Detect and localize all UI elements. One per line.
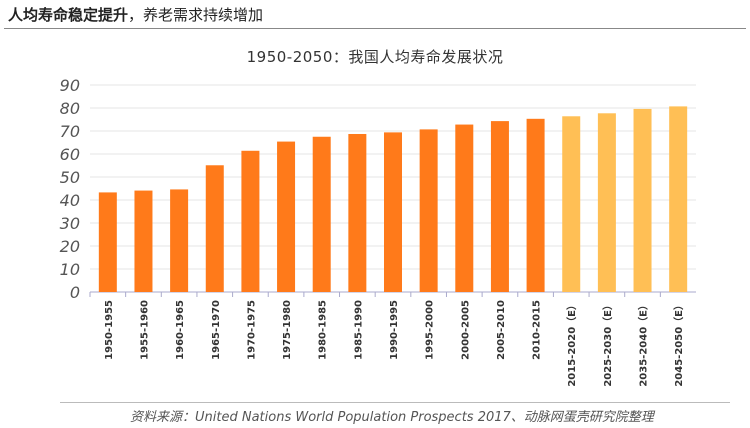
x-tick-label: 1990-1995 xyxy=(389,300,400,360)
y-tick-label: 30 xyxy=(60,214,80,233)
source-note: 资料来源：United Nations World Population Pro… xyxy=(130,410,654,425)
y-tick-label: 10 xyxy=(60,260,80,279)
header-divider xyxy=(4,28,746,29)
bar xyxy=(241,150,260,292)
bar xyxy=(134,190,153,292)
bar xyxy=(205,165,224,292)
x-tick-label: 2000-2005 xyxy=(460,300,471,360)
bar xyxy=(597,113,616,292)
y-tick-label: 90 xyxy=(60,76,80,95)
x-tick-label: 1980-1985 xyxy=(318,300,329,360)
bar xyxy=(526,118,545,292)
x-tick-label: 1995-2000 xyxy=(425,300,436,360)
bar xyxy=(490,121,509,292)
x-tick-label: 1960-1965 xyxy=(175,300,186,360)
bar xyxy=(633,108,652,292)
x-tick-label: 2035-2040（E） xyxy=(637,300,650,387)
bar xyxy=(277,141,296,292)
bar xyxy=(419,129,438,292)
x-tick-label: 2005-2010 xyxy=(496,300,507,360)
bar xyxy=(669,106,688,292)
bar xyxy=(98,192,117,292)
x-tick-label: 2010-2015 xyxy=(532,300,543,360)
y-tick-label: 70 xyxy=(60,122,80,141)
x-tick-label: 1965-1970 xyxy=(211,300,222,360)
bar xyxy=(348,133,367,292)
x-tick-label: 2045-2050（E） xyxy=(672,300,685,387)
y-tick-label: 40 xyxy=(60,191,80,210)
bar-chart: 0 10 20 30 40 50 60 70 80 90 1950-1955 1955-1960 196… xyxy=(60,76,696,387)
x-tick-label: 1975-1980 xyxy=(282,300,293,360)
y-tick-label: 80 xyxy=(60,99,80,118)
header-title-rest: ，养老需求持续增加 xyxy=(128,6,264,24)
bar xyxy=(312,136,331,292)
x-tick-label: 1970-1975 xyxy=(246,300,257,360)
y-tick-label: 50 xyxy=(60,168,80,187)
bar xyxy=(562,116,581,292)
header-title-bold: 人均寿命稳定提升 xyxy=(8,6,129,24)
x-tick-label: 1950-1955 xyxy=(104,300,115,360)
y-tick-label: 20 xyxy=(60,237,80,256)
y-tick-label: 60 xyxy=(60,145,80,164)
x-tick-label: 1955-1960 xyxy=(139,300,150,360)
footer-divider xyxy=(60,402,730,403)
chart-title: 1950-2050：我国人均寿命发展状况 xyxy=(246,48,504,66)
y-tick-label: 0 xyxy=(70,283,80,302)
x-tick-label: 2025-2030（E） xyxy=(601,300,614,387)
x-tick-label: 2015-2020（E） xyxy=(565,300,578,387)
bar xyxy=(384,132,402,292)
x-tick-label: 1985-1990 xyxy=(353,300,364,360)
header-title: 人均寿命稳定提升，养老需求持续增加 xyxy=(8,4,263,25)
bar xyxy=(170,189,189,292)
bar xyxy=(455,124,474,292)
